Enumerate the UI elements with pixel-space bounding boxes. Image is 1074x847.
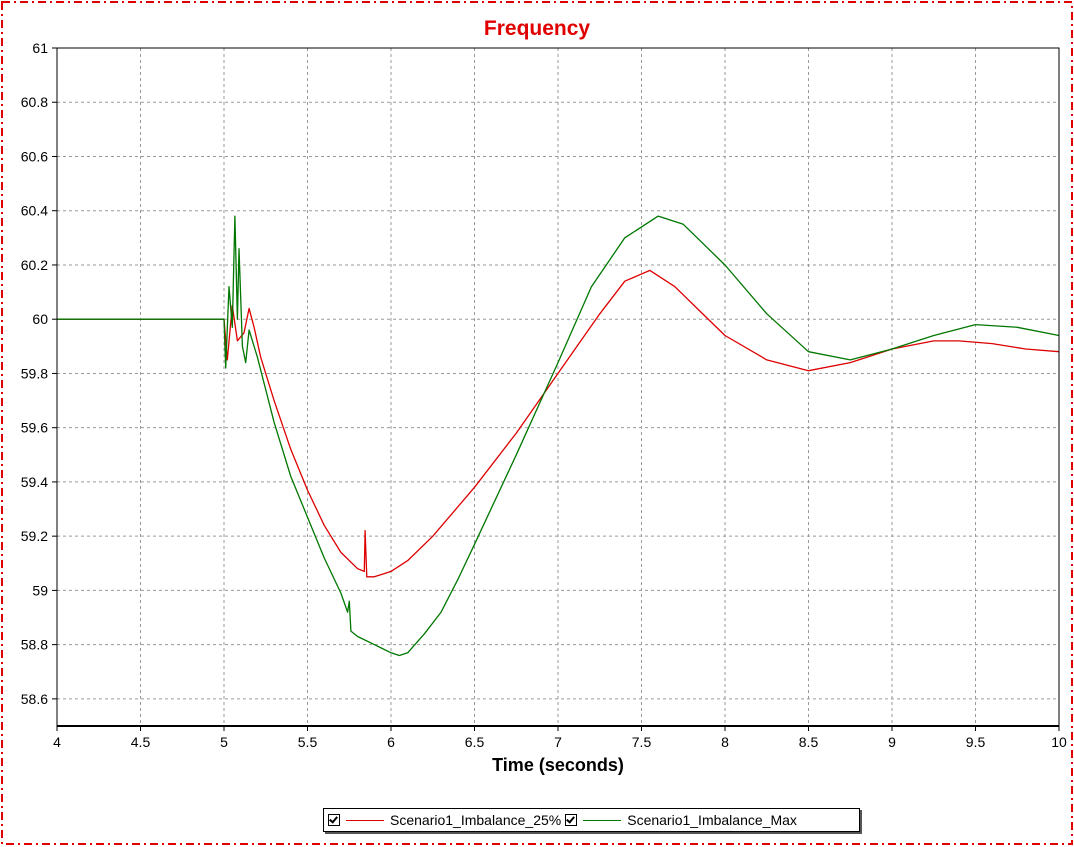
x-tick-label: 7 [554,734,562,750]
series-line-0 [57,269,1060,578]
x-tick-label: 4 [53,734,61,750]
series-layer [57,215,1060,657]
x-tick-label: 8.5 [799,734,819,750]
x-tick-label: 6.5 [465,734,485,750]
y-tick-label: 58.6 [21,691,48,707]
y-tick-label: 61 [32,40,48,56]
y-tick-label: 59 [32,582,48,598]
x-tick-label: 8 [721,734,729,750]
y-tick-label: 60.2 [21,257,48,273]
x-tick-label: 10 [1051,734,1067,750]
y-tick-label: 59.6 [21,420,48,436]
chart-title: Frequency [484,17,591,40]
y-tick-label: 59.4 [21,474,48,490]
x-tick-label: 7.5 [632,734,652,750]
legend-swatch-0 [346,819,384,821]
legend-checkbox-1[interactable] [565,814,578,826]
legend-label-0: Scenario1_Imbalance_25% [390,812,562,828]
legend-item-0[interactable]: Scenario1_Imbalance_25% [324,809,561,831]
legend-checkbox-0[interactable] [328,814,340,826]
legend-item-1[interactable]: Scenario1_Imbalance_Max [561,809,797,831]
x-tick-label: 6 [387,734,395,750]
y-tick-label: 59.2 [21,528,48,544]
y-tick-label: 59.8 [21,365,48,381]
y-tick-label: 58.8 [21,637,48,653]
legend: Scenario1_Imbalance_25% Scenario1_Imbala… [323,808,860,832]
axes: 4 4.5 5 5.5 6 6.5 7 7.5 8 8.5 9 9.5 10 58.6 58.8 59 59.2… [21,40,1067,750]
x-tick-label: 9.5 [966,734,986,750]
y-tick-label: 60 [32,311,48,327]
y-tick-label: 60.8 [21,94,48,110]
x-tick-label: 4.5 [131,734,151,750]
x-tick-label: 5 [220,734,228,750]
legend-swatch-1 [583,819,622,821]
series-line-1 [57,215,1060,657]
x-tick-label: 5.5 [298,734,318,750]
x-axis-label: Time (seconds) [492,755,624,775]
legend-label-1: Scenario1_Imbalance_Max [627,812,797,828]
x-tick-label: 9 [888,734,896,750]
y-tick-label: 60.4 [21,203,48,219]
y-tick-label: 60.6 [21,148,48,164]
